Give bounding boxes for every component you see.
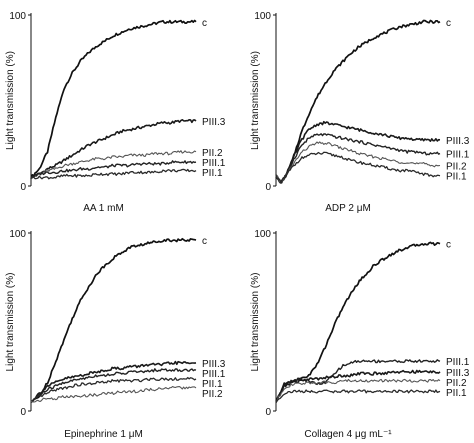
series-label: PIII.3	[446, 368, 470, 379]
series-line-piii-3	[30, 119, 197, 179]
series-line-piii-3	[275, 120, 441, 184]
x-axis-label: AA 1 mM	[83, 203, 124, 214]
series-label: c	[202, 18, 207, 29]
series-label: PII.2	[202, 389, 223, 400]
series-line-c	[30, 19, 197, 180]
series-label: c	[446, 240, 451, 251]
series-line-pii-1	[275, 151, 441, 184]
series-label: PII.2	[446, 378, 467, 389]
series-label: PII.1	[202, 168, 223, 179]
y-axis-label: Light transmission (%)	[250, 51, 261, 150]
series-label: PIII.1	[446, 357, 470, 368]
series-line-pii-1	[30, 376, 197, 403]
y-tick-label: 0	[265, 182, 271, 193]
series-label: PIII.3	[202, 117, 226, 128]
series-label: PII.2	[446, 161, 467, 172]
y-tick-label: 100	[9, 229, 26, 240]
series-line-c	[275, 19, 441, 184]
series-label: PII.1	[446, 172, 467, 183]
y-tick-label: 0	[20, 182, 26, 193]
series-label: PIII.1	[202, 158, 226, 169]
series-label: PII.2	[202, 148, 223, 159]
y-tick-label: 100	[9, 11, 26, 22]
x-axis-label: Collagen 4 μg mL⁻¹	[304, 429, 392, 440]
x-axis-label: Epinephrine 1 μM	[64, 429, 143, 440]
series-line-pii-1	[275, 389, 441, 404]
series-line-piii-3	[275, 369, 441, 403]
y-tick-label: 0	[265, 407, 271, 418]
series-label: PII.1	[446, 388, 467, 399]
series-line-pii-1	[30, 168, 197, 180]
series-label: PII.1	[202, 379, 223, 390]
series-label: PIII.1	[202, 369, 226, 380]
series-line-pii-2	[275, 141, 441, 183]
series-line-pii-2	[30, 385, 197, 403]
series-line-c	[30, 237, 197, 403]
y-tick-label: 100	[254, 229, 271, 240]
y-tick-label: 0	[20, 407, 26, 418]
series-line-piii-1	[275, 133, 441, 184]
series-line-pii-2	[30, 150, 197, 180]
series-label: c	[202, 236, 207, 247]
x-axis-label: ADP 2 μM	[325, 203, 371, 214]
y-axis-label: Light transmission (%)	[250, 273, 261, 372]
y-tick-label: 100	[254, 11, 271, 22]
series-line-c	[275, 241, 441, 402]
series-label: PIII.1	[446, 150, 470, 161]
series-label: PIII.3	[446, 136, 470, 147]
series-label: c	[446, 18, 451, 29]
series-label: PIII.3	[202, 359, 226, 370]
series-line-pii-2	[275, 378, 441, 403]
y-axis-label: Light transmission (%)	[5, 273, 16, 372]
series-line-piii-3	[30, 360, 197, 403]
series-line-piii-1	[30, 368, 197, 402]
series-line-piii-1	[30, 160, 197, 179]
y-axis-label: Light transmission (%)	[5, 51, 16, 150]
